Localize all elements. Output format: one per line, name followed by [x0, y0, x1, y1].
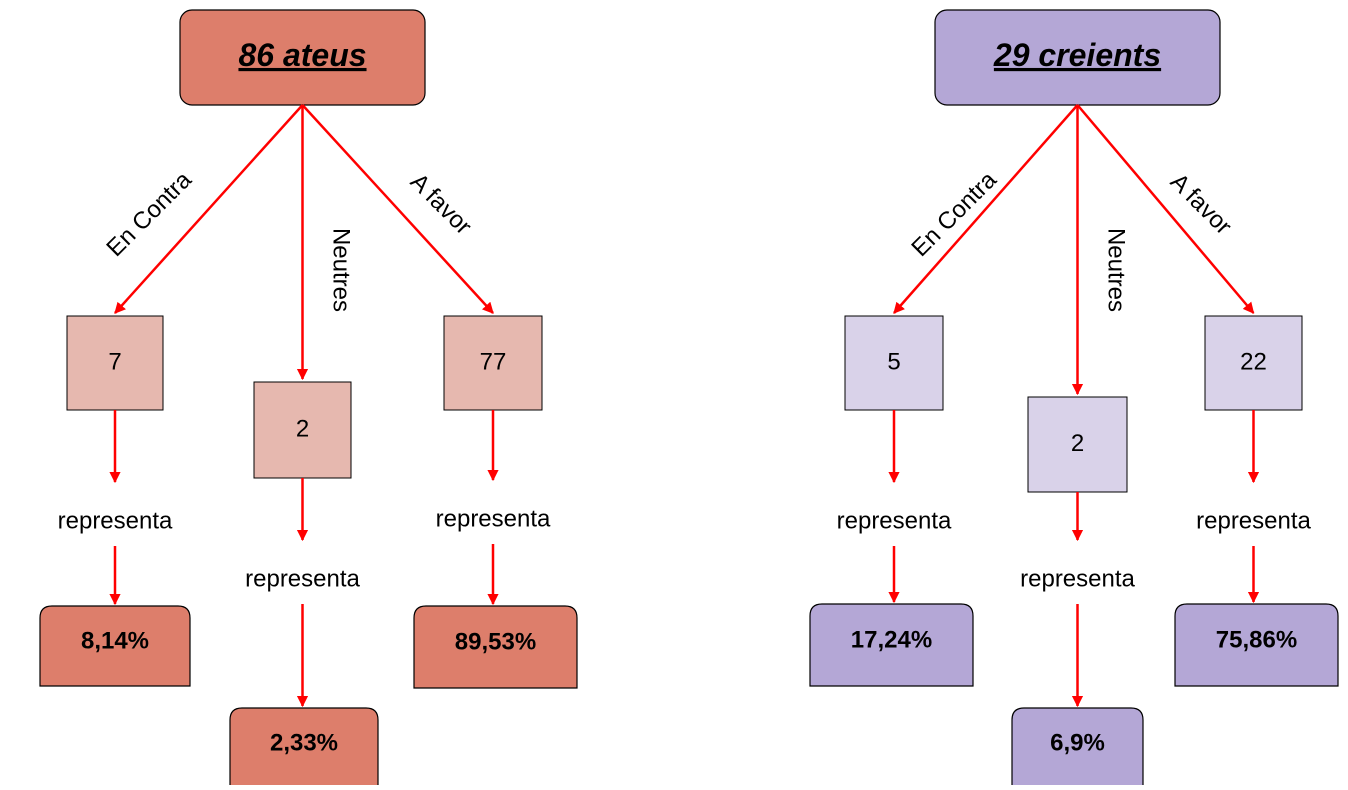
verb-label: representa — [1196, 507, 1311, 534]
arrow — [301, 104, 494, 314]
count-box — [443, 315, 543, 411]
branch-label: En Contra — [101, 166, 197, 262]
count-label: 7 — [108, 348, 121, 375]
branch-label: Neutres — [328, 228, 355, 312]
count-box — [1027, 396, 1128, 493]
verb-label: representa — [58, 507, 173, 534]
branch-label: Neutres — [1103, 228, 1130, 312]
count-box — [844, 315, 944, 411]
percent-label: 89,53% — [455, 628, 536, 655]
branch-label: A favor — [1165, 168, 1237, 240]
count-box — [253, 381, 352, 479]
count-label: 77 — [480, 348, 507, 375]
verb-label: representa — [837, 507, 952, 534]
percent-label: 17,24% — [851, 626, 932, 653]
arrow — [114, 104, 304, 314]
arrow — [1076, 104, 1255, 314]
percent-label: 8,14% — [81, 627, 149, 654]
percent-box — [39, 605, 191, 687]
root-label: 86 ateus — [238, 37, 366, 73]
arrow — [893, 104, 1079, 314]
count-label: 5 — [887, 348, 900, 375]
verb-label: representa — [245, 565, 360, 592]
count-label: 22 — [1240, 348, 1267, 375]
verb-label: representa — [436, 505, 551, 532]
count-label: 2 — [1071, 430, 1084, 457]
percent-label: 6,9% — [1050, 729, 1105, 756]
percent-box — [1011, 707, 1144, 789]
percent-box — [1174, 603, 1339, 687]
percent-box — [809, 603, 974, 687]
verb-label: representa — [1020, 565, 1135, 592]
percent-box — [413, 605, 578, 689]
percent-box — [229, 707, 379, 789]
branch-label: En Contra — [906, 166, 1002, 262]
percent-label: 75,86% — [1216, 626, 1297, 653]
count-box — [1204, 315, 1303, 411]
count-label: 2 — [296, 415, 309, 442]
root-label: 29 creients — [993, 37, 1161, 73]
percent-label: 2,33% — [270, 729, 338, 756]
count-box — [66, 315, 164, 411]
